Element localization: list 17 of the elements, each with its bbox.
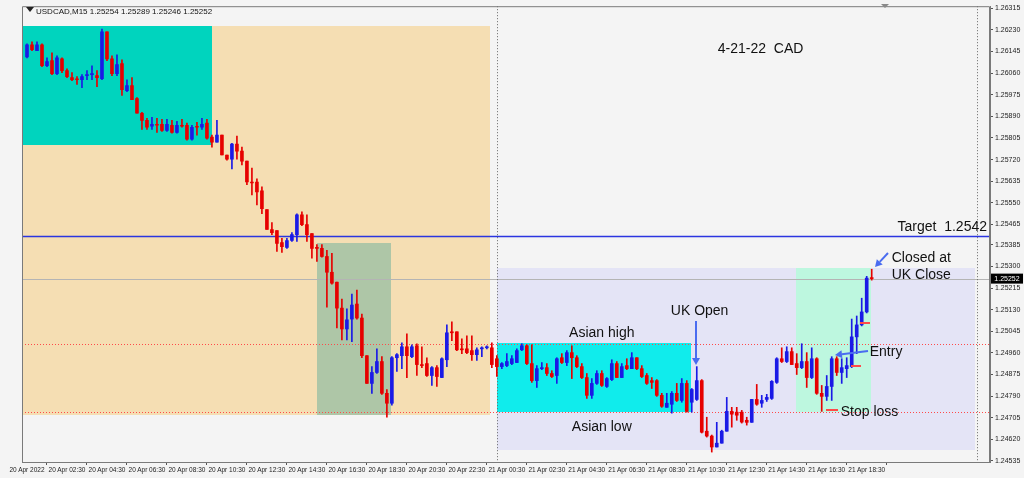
candlestick — [195, 122, 199, 136]
candlestick — [869, 268, 874, 281]
candlestick — [794, 353, 799, 375]
annotation: Closed at UK Close — [891, 249, 952, 283]
candlestick — [779, 347, 784, 363]
annotation: Stop loss — [840, 403, 899, 420]
candlestick — [150, 117, 154, 130]
annotation: Entry — [869, 342, 903, 359]
candlestick — [405, 333, 409, 378]
chart-title: USDCAD,M15 1.25254 1.25289 1.25246 1.25252 — [36, 7, 213, 17]
candlestick — [799, 343, 804, 369]
annotation: Asian high — [569, 323, 635, 340]
annotation: UK Open — [670, 301, 729, 318]
annotation: Asian low — [571, 418, 633, 435]
annotation: 4-21-22 CAD — [717, 39, 804, 56]
candlestick — [95, 70, 99, 87]
ref-line-label: Target 1.2542 — [897, 217, 988, 234]
